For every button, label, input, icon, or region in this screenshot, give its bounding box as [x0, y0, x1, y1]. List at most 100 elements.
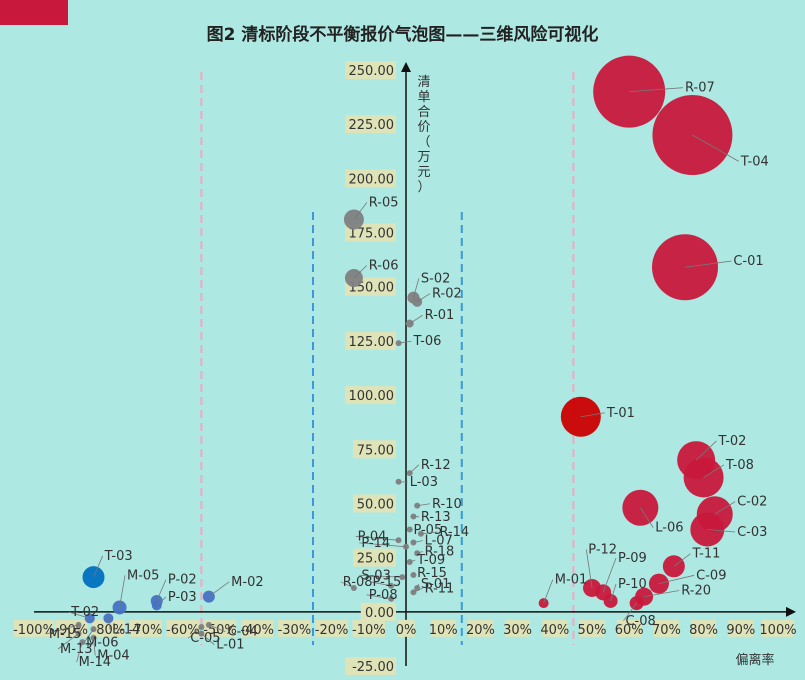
leader-line: [76, 642, 83, 663]
x-tick-bg: [616, 619, 642, 637]
point-label: R-02: [432, 287, 462, 302]
point-label: P-10: [618, 577, 647, 592]
point-label: R-05: [369, 196, 399, 211]
point-label: S-02: [421, 271, 451, 286]
point-label: R-06: [369, 258, 399, 273]
x-tick-bg: [468, 619, 493, 637]
y-tick-label: 225.00: [349, 118, 395, 133]
y-tick-bg: [345, 331, 396, 350]
point-label: T-04: [740, 154, 769, 169]
point-label: C-03: [737, 525, 767, 540]
point-label: P-04: [358, 529, 387, 544]
leader-line: [707, 529, 736, 533]
x-tick-label: 30%: [503, 623, 532, 638]
leader-line: [580, 412, 605, 418]
point-label: T-09: [416, 553, 445, 568]
x-tick-bg: [397, 619, 415, 637]
leader-line: [398, 340, 412, 344]
x-tick-label: 50%: [578, 623, 607, 638]
point-label: R-11: [425, 581, 455, 596]
leader-line: [714, 501, 736, 515]
leader-line: [57, 633, 79, 650]
leader-line: [416, 583, 420, 589]
leader-line: [108, 618, 111, 630]
y-tick-bg: [345, 61, 396, 79]
x-tick-bg: [691, 619, 716, 637]
x-tick-label: 100%: [759, 623, 796, 638]
leader-line: [69, 611, 90, 619]
point-label: T-08: [725, 458, 754, 473]
leader-line: [359, 574, 403, 578]
y-tick-bg: [345, 169, 396, 188]
point-label: C-01: [733, 254, 763, 269]
x-axis-title: 偏离率: [735, 652, 774, 668]
leader-line: [417, 503, 431, 507]
y-tick-label: 75.00: [357, 443, 394, 458]
bubble-l-06: [622, 489, 659, 526]
point-label: P-05: [413, 523, 442, 538]
leader-line: [409, 559, 416, 563]
x-tick-bg: [92, 619, 125, 637]
point-label: M-13: [60, 642, 92, 657]
leader-line: [602, 557, 617, 593]
leader-line: [370, 581, 392, 587]
leader-line: [83, 628, 94, 643]
x-tick-label: 80%: [689, 623, 718, 638]
leader-line: [695, 440, 717, 461]
leader-line: [416, 293, 431, 303]
point-label: R-08: [343, 575, 373, 590]
x-tick-bg: [654, 619, 679, 637]
x-axis-arrow: [786, 606, 796, 617]
x-tick-label: -60%: [166, 623, 200, 638]
leader-line: [413, 540, 423, 543]
leader-line: [543, 579, 554, 604]
x-tick-bg: [352, 619, 385, 637]
leader-line: [413, 572, 416, 576]
x-tick-label: -50%: [203, 623, 237, 638]
x-tick-label: 10%: [429, 623, 458, 638]
point-label: L-14: [112, 622, 140, 637]
x-tick-bg: [579, 619, 605, 637]
leader-line: [93, 555, 104, 578]
chart-title: 图2 清标阶段不平衡报价气泡图——三维风险可视化: [206, 25, 599, 45]
point-label: T-02: [70, 605, 99, 620]
x-tick-label: -80%: [92, 623, 126, 638]
leader-line: [673, 553, 691, 567]
leader-line: [156, 596, 167, 606]
leader-line: [658, 574, 695, 585]
point-label: S-03: [361, 568, 391, 583]
y-tick-bg: [345, 657, 396, 675]
point-label: T-11: [691, 547, 720, 562]
point-label: L-06: [655, 521, 683, 536]
point-label: R-15: [417, 566, 447, 581]
point-label: P-02: [168, 573, 197, 588]
x-tick-label: -20%: [315, 623, 349, 638]
leader-line: [644, 590, 680, 598]
point-label: M-01: [555, 573, 587, 588]
point-label: P-12: [588, 542, 617, 557]
x-tick-bg: [430, 619, 456, 637]
y-tick-label: 100.00: [349, 389, 395, 404]
x-tick-label: 70%: [652, 623, 681, 638]
x-tick-label: -30%: [278, 623, 312, 638]
point-label: M-05: [127, 568, 159, 583]
x-tick-bg: [166, 619, 199, 637]
leader-line: [187, 626, 202, 639]
y-tick-label: 50.00: [357, 497, 394, 512]
point-label: R-18: [425, 544, 455, 559]
y-tick-label: 25.00: [357, 552, 394, 567]
x-tick-label: -40%: [240, 623, 274, 638]
y-tick-bg: [360, 602, 396, 621]
point-label: P-15: [373, 575, 402, 590]
y-tick-label: 250.00: [349, 64, 395, 79]
x-tick-label: 40%: [540, 623, 569, 638]
point-label: P-03: [168, 590, 197, 605]
leader-line: [640, 507, 654, 528]
x-tick-bg: [315, 619, 348, 637]
y-tick-label: 175.00: [349, 227, 395, 242]
leader-line: [355, 535, 399, 541]
leader-line: [623, 602, 637, 622]
x-tick-label: 20%: [466, 623, 495, 638]
leader-line: [413, 587, 423, 593]
